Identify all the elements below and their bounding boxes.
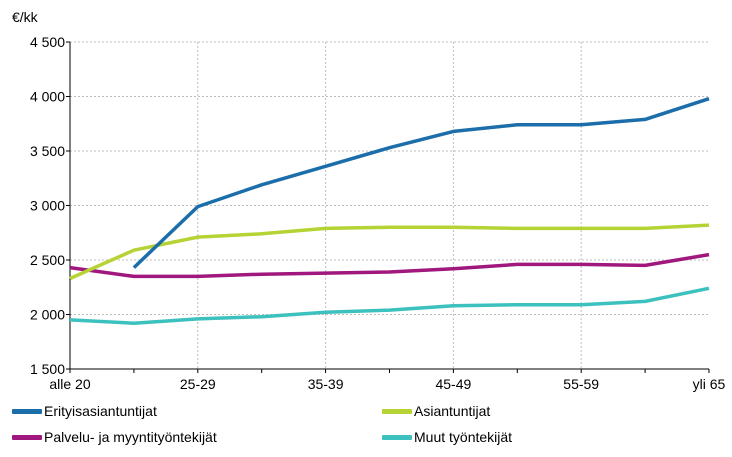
legend-item-erityisasiantuntijat: Erityisasiantuntijat	[12, 400, 157, 422]
legend-swatch-muut-tyontekijat	[382, 434, 412, 440]
series-line-erityisasiantuntijat	[132, 97, 710, 269]
x-tick-label: yli 65	[693, 376, 726, 392]
y-tick-label: 2 500	[30, 252, 65, 268]
legend-label-palvelu-ja-myyntityontekijat: Palvelu- ja myyntityöntekijät	[44, 429, 217, 445]
y-tick-label: 1 500	[30, 361, 65, 377]
series-line-palvelu-ja-myyntityontekijat	[69, 252, 710, 279]
chart-legend: Erityisasiantuntijat Asiantuntijat Palve…	[12, 400, 732, 457]
x-tick-label: 35-39	[308, 376, 344, 392]
legend-swatch-erityisasiantuntijat	[12, 408, 42, 414]
legend-swatch-palvelu-ja-myyntityontekijat	[12, 434, 42, 440]
y-tick-label: 2 000	[30, 307, 65, 323]
legend-label-erityisasiantuntijat: Erityisasiantuntijat	[44, 403, 157, 419]
y-tick-label: 4 500	[30, 34, 65, 50]
legend-label-muut-tyontekijat: Muut työntekijät	[414, 429, 513, 445]
series-line-asiantuntijat	[69, 223, 710, 281]
chart-plot-area: 1 500 2 000 2 500 3 000 3 500 4 000 4 500 alle …	[12, 9, 726, 392]
legend-item-asiantuntijat: Asiantuntijat	[382, 400, 490, 422]
x-tick-label: 45-49	[435, 376, 471, 392]
grid-layer	[70, 41, 709, 369]
legend-item-muut-tyontekijat: Muut työntekijät	[382, 426, 512, 448]
legend-item-palvelu-ja-myyntityontekijat: Palvelu- ja myyntityöntekijät	[12, 426, 217, 448]
y-tick-label: 3 500	[30, 143, 65, 159]
x-tick-label: 55-59	[563, 376, 599, 392]
y-tick-label: 3 000	[30, 198, 65, 214]
series-line-muut-tyontekijat	[69, 286, 710, 325]
x-tick-label: 25-29	[180, 376, 216, 392]
legend-label-asiantuntijat: Asiantuntijat	[414, 403, 491, 419]
x-tick-label: alle 20	[49, 376, 90, 392]
axis-layer: 1 500 2 000 2 500 3 000 3 500 4 000 4 500 alle …	[30, 34, 726, 392]
y-tick-label: 4 000	[30, 89, 65, 105]
legend-swatch-asiantuntijat	[382, 408, 412, 414]
y-unit-label: €/kk	[12, 9, 39, 25]
series-layer	[69, 97, 710, 325]
